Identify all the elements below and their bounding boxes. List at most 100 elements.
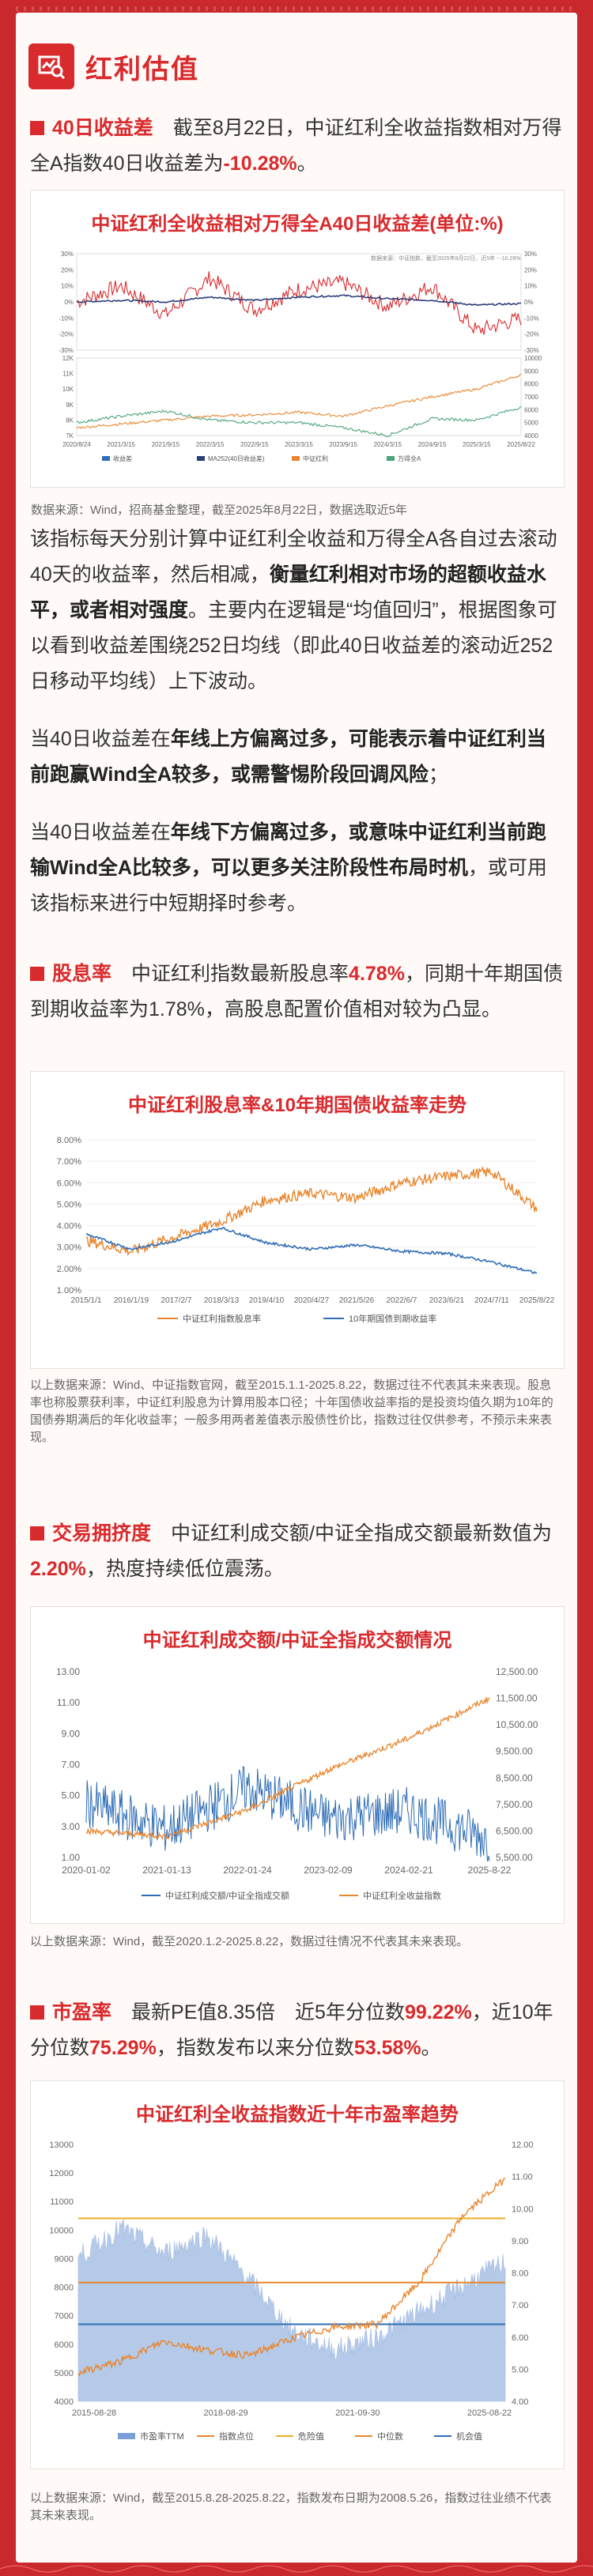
section-label: 40日收益差 <box>52 117 153 139</box>
x-tick-label: 2025-8-22 <box>468 1865 512 1876</box>
series-line-index-level <box>77 2178 506 2378</box>
legend-label: 危险值 <box>298 2431 324 2442</box>
tick-label: 5,500.00 <box>496 1852 533 1863</box>
tick-label: 10% <box>524 283 537 290</box>
tick-label: 8.00% <box>57 1136 81 1145</box>
pe-text-2: ，近10年分位数 <box>30 2001 553 2059</box>
series-line-ma252 <box>76 294 522 307</box>
tick-label: 7K <box>66 432 74 439</box>
x-tick-label: 2025/8/22 <box>519 1296 555 1305</box>
dividend-value: 4.78% <box>349 963 405 985</box>
tick-label: 6000 <box>524 406 538 413</box>
chart-card-dividend: 中证红利股息率&10年期国债收益率走势 8.00% 7.00% 6.00% 5.00%… <box>30 1071 565 1369</box>
tick-label: 10000 <box>49 2226 74 2235</box>
legend-label: 机会值 <box>456 2431 482 2442</box>
chart-search-icon <box>28 43 74 89</box>
legend-label: 中证红利全收益指数 <box>363 1890 441 1901</box>
legend-swatch <box>197 456 205 461</box>
tick-label: 11.00 <box>512 2173 533 2182</box>
pe-10y-percentile: 75.29% <box>89 2037 157 2059</box>
x-tick-label: 2016/1/19 <box>114 1296 149 1305</box>
series-line-wind-a <box>76 405 522 437</box>
pe-chart: 13000 12000 11000 10000 9000 8000 7000 6000 5000… <box>49 2140 533 2442</box>
dividend-note-block: 以上数据来源：Wind、中证指数官网，截至2015.1.1-2025.8.22，… <box>30 1377 563 1446</box>
pe-5y-percentile: 99.22% <box>404 2001 472 2023</box>
chart-card-spread: 中证红利全收益相对万得全A40日收益差(单位:%) 30% 20% 10% 0% -10… <box>30 190 565 517</box>
x-tick-label: 2024/3/15 <box>374 441 402 448</box>
legend-label: 万得全A <box>398 454 421 462</box>
x-tick-label: 2015-08-28 <box>72 2408 116 2418</box>
x-tick-label: 2025-08-22 <box>467 2408 512 2418</box>
tick-label: 6,500.00 <box>496 1825 533 1836</box>
chart-source: 数据来源：Wind，招商基金整理，截至2025年8月22日，数据选取近5年 <box>31 504 407 517</box>
series-line-bond-yield <box>85 1227 538 1274</box>
tick-label: 9.00 <box>512 2237 528 2246</box>
square-icon <box>30 121 44 135</box>
tick-label: 5000 <box>55 2369 74 2378</box>
x-tick-label: 2023-02-09 <box>304 1865 353 1876</box>
series-line-dividend-yield <box>85 1165 538 1257</box>
plot-frame-lower <box>76 357 522 436</box>
x-tick-label: 2024/9/15 <box>418 441 447 448</box>
x-tick-label: 2015/1/1 <box>71 1296 102 1305</box>
crowding-note: 以上数据来源：Wind，截至2020.1.2-2025.8.22，数据过往情况不… <box>30 1935 469 1948</box>
legend-swatch <box>118 2433 135 2439</box>
tick-label: -10% <box>524 315 539 322</box>
legend-label: 中证红利指数股息率 <box>183 1313 261 1324</box>
tick-label: -20% <box>59 331 74 338</box>
tick-label: 7.00 <box>512 2301 528 2310</box>
opportunity-tail: ，或可用该指标来进行中短期择时参考。 <box>30 857 547 915</box>
legend-label: 收益差 <box>113 454 132 462</box>
section-dividend: 股息率 中证红利指数最新股息率4.78%，同期十年期国债到期收益率为1.78%，… <box>30 956 563 1028</box>
tick-label: -10% <box>59 315 74 322</box>
tick-label: 8K <box>66 417 74 424</box>
tick-label: 6000 <box>55 2340 74 2350</box>
legend-label: MA252(40日收益差) <box>208 454 265 462</box>
x-tick-label: 2022/6/7 <box>387 1296 417 1305</box>
tick-label: 1.00 <box>62 1852 81 1863</box>
series-area-pe-ttm <box>77 2219 506 2402</box>
tick-label: -30% <box>59 347 74 354</box>
tick-label: 10% <box>61 283 74 290</box>
x-tick-label: 2022/3/15 <box>196 441 225 448</box>
section-label: 市盈率 <box>52 2001 112 2023</box>
section-label: 交易拥挤度 <box>52 1522 152 1544</box>
crowding-tail: ，热度持续低位震荡。 <box>85 1558 284 1580</box>
tick-label: 13000 <box>49 2140 74 2150</box>
tick-label: 11K <box>62 371 74 378</box>
dividend-note: 以上数据来源：Wind、中证指数官网，截至2015.1.1-2025.8.22，… <box>30 1379 553 1444</box>
section-explanation: 该指标每天分别计算中证红利全收益和万得全A各自过去滚动40天的收益率，然后相减，… <box>30 522 563 922</box>
square-icon <box>30 967 44 981</box>
chart-title: 中证红利全收益指数近十年市盈率趋势 <box>136 2104 459 2125</box>
x-tick-label: 2024/7/11 <box>474 1296 509 1305</box>
tick-label: 9000 <box>524 368 538 375</box>
chart-card-crowding: 中证红利成交额/中证全指成交额情况 13.00 11.00 9.00 7.00 5.00… <box>30 1606 565 1924</box>
intro-paragraph: 40日收益差 截至8月22日，中证红利全收益指数相对万得全A指数40日收益差为-… <box>30 111 563 182</box>
x-tick-label: 2025/8/22 <box>507 441 535 448</box>
intro-text: 截至8月22日，中证红利全收益指数相对万得全A指数40日收益差为 <box>30 117 562 175</box>
tick-label: 8000 <box>55 2284 74 2293</box>
x-tick-label: 2021-09-30 <box>335 2408 380 2418</box>
tick-label: 1.00% <box>57 1286 81 1296</box>
tick-label: 12000 <box>49 2169 74 2178</box>
pe-paragraph: 市盈率 最新PE值8.35倍 近5年分位数99.22%，近10年分位数75.29… <box>30 1995 563 2066</box>
pe-text: 最新PE值8.35倍 近5年分位数 <box>131 2001 405 2023</box>
x-tick-label: 2020-01-02 <box>62 1865 111 1876</box>
tick-label: 4000 <box>524 432 538 439</box>
explanation-bold: 衡量红利相对市场的超额收益水平，或者相对强度 <box>30 564 546 621</box>
legend-label: 10年期国债到期收益率 <box>349 1313 436 1324</box>
x-tick-label: 2021/9/15 <box>152 441 180 448</box>
dividend-chart: 8.00% 7.00% 6.00% 5.00% 4.00% 3.00% 2.00% 1.00%… <box>57 1136 555 1324</box>
dividend-text: 中证红利指数最新股息率 <box>131 963 349 985</box>
x-tick-label: 2023/6/21 <box>429 1296 465 1305</box>
x-tick-label: 2023/3/15 <box>285 441 313 448</box>
page-title: 红利估值 <box>85 54 199 85</box>
tick-label: 12,500.00 <box>496 1666 538 1677</box>
section-label: 股息率 <box>52 963 112 985</box>
x-tick-label: 2021/5/26 <box>339 1296 375 1305</box>
square-icon <box>30 2005 44 2020</box>
bottom-decoration <box>0 2565 593 2573</box>
legend-label: 指数点位 <box>219 2431 254 2442</box>
opportunity-paragraph: 当40日收益差在年线下方偏离过多，或意味中证红利当前跑输Wind全A比较多，可以… <box>30 815 563 922</box>
section-crowding: 交易拥挤度 中证红利成交额/中证全指成交额最新数值为 2.20%，热度持续低位震荡… <box>30 1516 563 1587</box>
